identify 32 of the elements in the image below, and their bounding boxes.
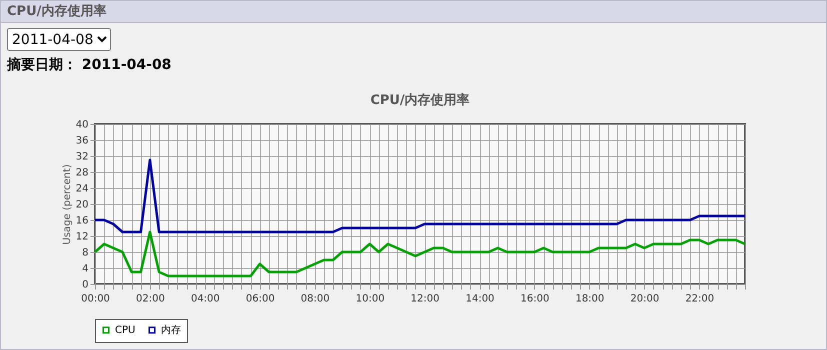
x-tick-label: 12:00	[410, 294, 440, 304]
x-tick-label: 02:00	[136, 294, 165, 304]
x-tick-label: 16:00	[520, 294, 550, 304]
chart-title: CPU/内存使用率	[370, 92, 470, 108]
text: 摘要日期： 2011-04-08	[7, 56, 172, 74]
legend-label: 内存	[161, 324, 181, 336]
x-tick-label: 20:00	[630, 294, 660, 304]
y-tick-label: 28	[76, 168, 88, 178]
date-dropdown: 2011-04-08	[7, 28, 111, 51]
y-tick-label: 8	[82, 248, 88, 258]
y-tick-label: 20	[76, 200, 88, 210]
text: CPU/内存使用率	[1, 1, 826, 23]
x-tick-label: 14:00	[466, 294, 494, 304]
y-tick-label: 32	[76, 152, 88, 162]
x-tick-label: 00:00	[81, 294, 110, 304]
y-tick-label: 16	[76, 216, 88, 226]
y-tick-label: 0	[82, 280, 88, 290]
legend-label: CPU	[115, 325, 136, 336]
y-axis-title: Usage (percent)	[62, 164, 73, 245]
x-tick-label: 08:00	[300, 294, 330, 304]
y-tick-label: 12	[76, 232, 88, 242]
y-tick-label: 36	[76, 136, 88, 146]
line-series	[94, 158, 746, 234]
x-tick-label: 22:00	[685, 294, 714, 304]
x-tick-label: 06:00	[246, 294, 275, 304]
y-tick-label: 40	[76, 120, 88, 130]
y-tick-label: 4	[82, 264, 88, 274]
x-tick-label: 10:00	[356, 294, 385, 304]
line-series	[94, 230, 746, 278]
x-tick-label: 04:00	[190, 294, 220, 304]
y-tick-label: 24	[76, 184, 88, 194]
x-tick-label: 18:00	[575, 294, 604, 304]
